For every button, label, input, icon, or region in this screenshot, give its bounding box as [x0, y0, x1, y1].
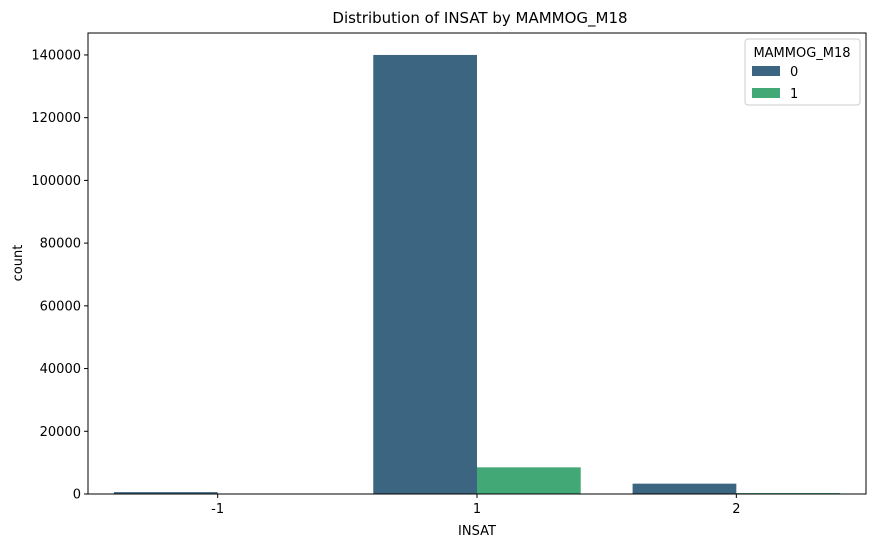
- y-tick-label: 60000: [40, 299, 81, 314]
- legend-label-1: 1: [790, 87, 798, 102]
- legend-label-0: 0: [790, 65, 798, 80]
- y-tick-label: 120000: [31, 111, 81, 126]
- y-tick-label: 0: [73, 488, 81, 503]
- legend-title: MAMMOG_M18: [753, 46, 850, 61]
- legend: MAMMOG_M18 0 1: [744, 38, 861, 106]
- x-tick-label: 1: [473, 502, 481, 517]
- y-tick-label: 140000: [31, 48, 81, 63]
- bar-1-series-1: [477, 467, 581, 494]
- y-tick-label: 80000: [40, 237, 81, 252]
- y-axis: 0 20000 40000 60000 80000 100000 120000 140000: [31, 48, 88, 503]
- x-axis-label: INSAT: [458, 524, 496, 539]
- x-axis: -1 1 2: [211, 494, 740, 517]
- bar-1-series-0: [373, 54, 477, 494]
- y-tick-label: 100000: [31, 174, 81, 189]
- bar--1-series-0: [113, 492, 218, 494]
- bar-2-series-0: [632, 483, 737, 494]
- x-tick-label: -1: [211, 502, 224, 517]
- y-axis-label: count: [11, 245, 26, 282]
- y-tick-label: 40000: [40, 362, 81, 377]
- y-tick-label: 20000: [40, 425, 81, 440]
- legend-swatch-1: [752, 88, 780, 98]
- chart-title: Distribution of INSAT by MAMMOG_M18: [332, 9, 627, 28]
- bars-layer: [113, 54, 841, 494]
- x-tick-label: 2: [732, 502, 740, 517]
- legend-swatch-0: [752, 66, 780, 76]
